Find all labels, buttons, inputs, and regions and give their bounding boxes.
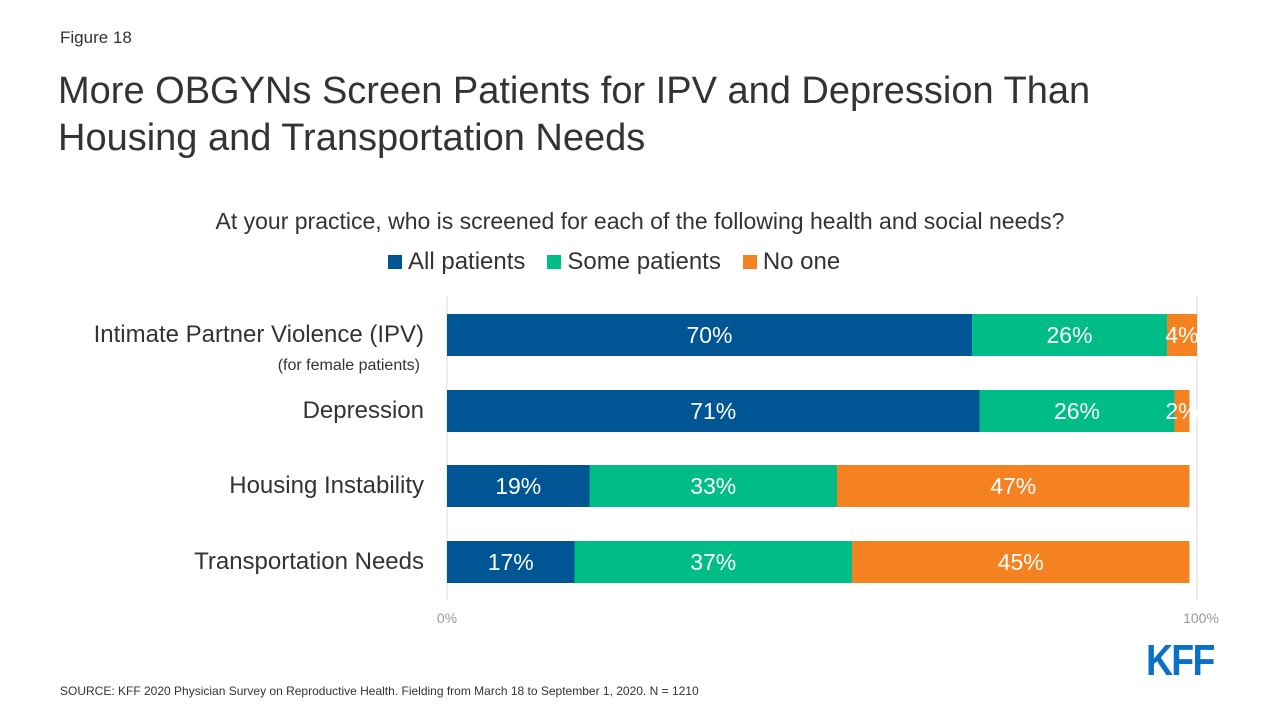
figure-label: Figure 18 bbox=[60, 28, 132, 47]
legend-label-none: No one bbox=[762, 248, 841, 275]
legend: All patients Some patients No one bbox=[388, 248, 862, 276]
category-label-0: Intimate Partner Violence (IPV) bbox=[94, 321, 424, 348]
bar-segment-0-1 bbox=[972, 314, 1167, 356]
bar-segment-2-2 bbox=[837, 465, 1190, 507]
legend-swatch-none bbox=[742, 255, 757, 269]
category-label-3: Transportation Needs bbox=[194, 548, 424, 575]
category-label-2: Housing Instability bbox=[229, 472, 424, 499]
legend-item-all: All patients bbox=[388, 248, 525, 276]
data-label-1-1: 26% bbox=[1054, 398, 1100, 424]
legend-label-all: All patients bbox=[408, 248, 526, 275]
bar-segment-1-2 bbox=[1174, 390, 1190, 432]
bar-segment-1-1 bbox=[979, 390, 1175, 432]
legend-item-none: No one bbox=[742, 248, 841, 276]
legend-swatch-all bbox=[388, 255, 402, 269]
data-label-3-0: 17% bbox=[488, 549, 534, 575]
legend-label-some: Some patients bbox=[567, 248, 721, 275]
kff-logo: KFF bbox=[1146, 636, 1215, 685]
bar-segment-3-2 bbox=[852, 541, 1190, 583]
data-label-1-2: 2% bbox=[1165, 398, 1198, 424]
bar-segment-3-1 bbox=[574, 541, 852, 583]
data-label-2-0: 19% bbox=[495, 473, 541, 499]
source-note: SOURCE: KFF 2020 Physician Survey on Rep… bbox=[60, 684, 699, 698]
data-label-3-2: 45% bbox=[998, 549, 1044, 575]
data-label-2-2: 47% bbox=[990, 473, 1036, 499]
bar-segment-0-2 bbox=[1167, 314, 1197, 356]
legend-item-some: Some patients bbox=[547, 248, 721, 276]
data-label-0-0: 70% bbox=[686, 322, 732, 348]
bar-segment-2-1 bbox=[589, 465, 837, 507]
data-label-0-1: 26% bbox=[1046, 322, 1092, 348]
x-tick-label-0: 0% bbox=[437, 610, 457, 626]
chart-title: More OBGYNs Screen Patients for IPV and … bbox=[58, 70, 1091, 159]
data-label-0-2: 4% bbox=[1165, 322, 1198, 348]
x-tick-label-100: 100% bbox=[1183, 610, 1219, 626]
legend-swatch-some bbox=[547, 255, 562, 269]
data-label-1-0: 71% bbox=[690, 398, 736, 424]
bar-segment-3-0 bbox=[447, 541, 575, 583]
category-label-1: Depression bbox=[303, 397, 424, 424]
bar-segment-2-0 bbox=[447, 465, 590, 507]
data-label-2-1: 33% bbox=[690, 473, 736, 499]
data-label-3-1: 37% bbox=[690, 549, 736, 575]
bar-segment-1-0 bbox=[447, 390, 980, 432]
category-sublabel-0: (for female patients) bbox=[278, 357, 420, 374]
chart-subtitle: At your practice, who is screened for ea… bbox=[215, 208, 1065, 234]
bar-segment-0-0 bbox=[447, 314, 972, 356]
